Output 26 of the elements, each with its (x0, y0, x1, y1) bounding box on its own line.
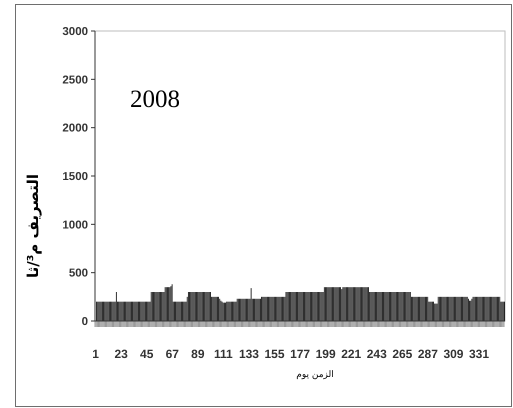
x-tick-label: 111 (214, 347, 234, 361)
x-tick-label: 221 (341, 347, 362, 361)
x-tick-label: 155 (264, 347, 285, 361)
x-tick-label: 243 (366, 347, 388, 361)
y-axis-title: التصريف م³/ثا (24, 174, 42, 278)
y-tick-label: 0 (82, 316, 88, 328)
x-tick-label: 23 (114, 347, 128, 361)
x-tick-label: 177 (290, 347, 310, 361)
x-tick-label: 265 (392, 347, 413, 361)
y-tick-label: 2500 (62, 74, 88, 86)
x-tick-label: 199 (316, 347, 336, 361)
x-tick-label: 67 (166, 347, 180, 361)
x-tick-label: 331 (469, 347, 490, 361)
y-tick-label: 1500 (62, 171, 88, 183)
x-axis-title: الزمن يوم (296, 370, 334, 380)
x-tick-label: 89 (191, 347, 205, 361)
y-tick-label: 500 (68, 268, 88, 280)
y-tick-label: 3000 (62, 26, 88, 38)
x-tick-label: 287 (418, 347, 438, 361)
annotation: 2008 (130, 86, 180, 113)
y-tick-label: 2000 (62, 122, 88, 135)
x-tick-label: 309 (443, 347, 464, 361)
x-tick-label: 133 (238, 347, 260, 361)
x-tick-label: 1 (92, 347, 100, 361)
x-tick-label: 45 (140, 347, 154, 361)
y-tick-label: 1000 (62, 219, 88, 232)
